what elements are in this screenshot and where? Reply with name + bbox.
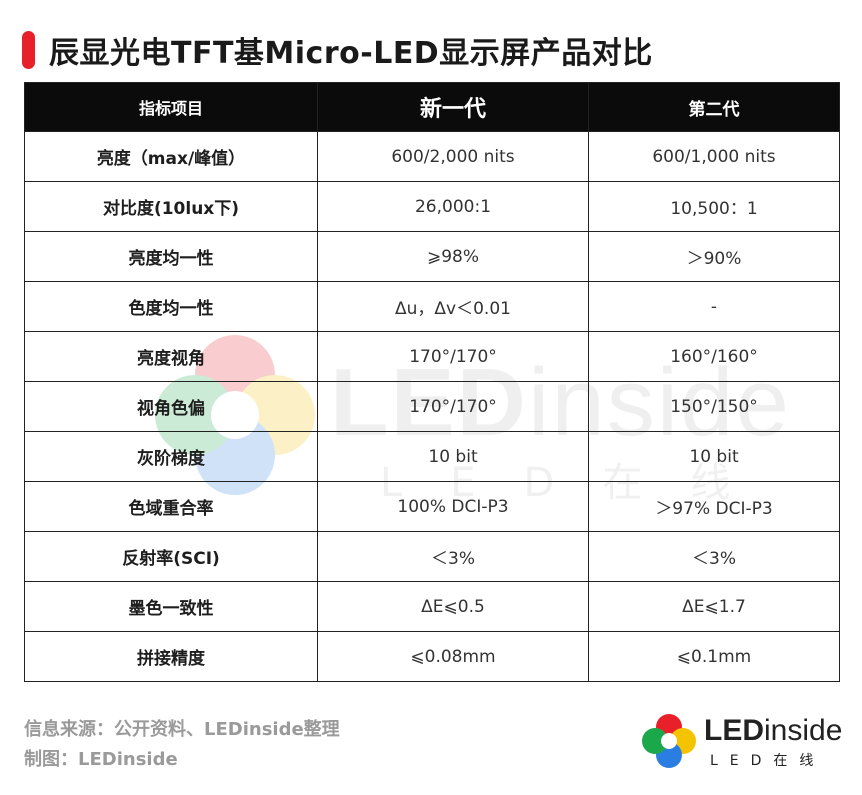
footer-source-line: 信息来源：公开资料、LEDinside整理 [24,719,340,740]
table-row: 对比度(10lux下) 26,000:1 10,500：1 [24,181,840,232]
second-gen-value: 160°/160° [588,331,840,382]
footer-credit-line: 制图：LEDinside [24,749,178,770]
footer-source: 信息来源：公开资料、LEDinside整理 制图：LEDinside [24,715,340,775]
table-row: 反射率(SCI) ＜3% ＜3% [24,531,840,582]
header-metric: 指标项目 [24,82,318,132]
row-label: 亮度均一性 [24,231,318,282]
new-gen-value: 26,000:1 [317,181,589,232]
new-gen-value: ⩽0.08mm [317,631,589,682]
table-row: 灰阶梯度 10 bit 10 bit [24,431,840,482]
new-gen-value: Δu，Δv＜0.01 [317,281,589,332]
row-label: 亮度（max/峰值） [24,131,318,182]
row-label: 反射率(SCI) [24,531,318,582]
new-gen-value: ⩾98% [317,231,589,282]
new-gen-value: ＜3% [317,531,589,582]
title-accent-bar [22,31,35,69]
second-gen-value: ⩽0.1mm [588,631,840,682]
row-label: 色度均一性 [24,281,318,332]
table-row: 墨色一致性 ΔE⩽0.5 ΔE⩽1.7 [24,581,840,632]
header-new-gen: 新一代 [317,82,589,132]
new-gen-value: 170°/170° [317,381,589,432]
table-row: 亮度均一性 ⩾98% ＞90% [24,231,840,282]
table-row: 视角色偏 170°/170° 150°/150° [24,381,840,432]
row-label: 亮度视角 [24,331,318,382]
row-label: 灰阶梯度 [24,431,318,482]
second-gen-value: ΔE⩽1.7 [588,581,840,632]
row-label: 色域重合率 [24,481,318,532]
second-gen-value: 10,500：1 [588,181,840,232]
table-row: 色度均一性 Δu，Δv＜0.01- [24,281,840,332]
new-gen-value: 10 bit [317,431,589,482]
second-gen-value: 10 bit [588,431,840,482]
ledinside-flower-icon [642,714,696,768]
comparison-table: 指标项目 新一代 第二代 亮度（max/峰值） 600/2,000 nits 600… [24,82,840,682]
second-gen-value: ＞97% DCI-P3 [588,481,840,532]
second-gen-value: ＜3% [588,531,840,582]
second-gen-value: - [588,281,840,332]
new-gen-value: 600/2,000 nits [317,131,589,182]
table-header-row: 指标项目 新一代 第二代 [24,82,840,132]
brand-logo: LEDinside LED在线 [640,712,843,772]
row-label: 墨色一致性 [24,581,318,632]
row-label: 对比度(10lux下) [24,181,318,232]
logo-brand-text: LEDinside [704,714,843,747]
table-row: 拼接精度 ⩽0.08mm ⩽0.1mm [24,631,840,682]
new-gen-value: 100% DCI-P3 [317,481,589,532]
second-gen-value: ＞90% [588,231,840,282]
page-title: 辰显光电TFT基Micro-LED显示屏产品对比 [49,36,653,71]
second-gen-value: 150°/150° [588,381,840,432]
row-label: 视角色偏 [24,381,318,432]
logo-sub-text: LED在线 [710,753,826,769]
title-bar: 辰显光电TFT基Micro-LED显示屏产品对比 [22,24,653,76]
table-row: 色域重合率 100% DCI-P3 ＞97% DCI-P3 [24,481,840,532]
new-gen-value: ΔE⩽0.5 [317,581,589,632]
table-row: 亮度视角 170°/170° 160°/160° [24,331,840,382]
table-row: 亮度（max/峰值） 600/2,000 nits 600/1,000 nits [24,131,840,182]
row-label: 拼接精度 [24,631,318,682]
second-gen-value: 600/1,000 nits [588,131,840,182]
new-gen-value: 170°/170° [317,331,589,382]
header-second-gen: 第二代 [588,82,840,132]
